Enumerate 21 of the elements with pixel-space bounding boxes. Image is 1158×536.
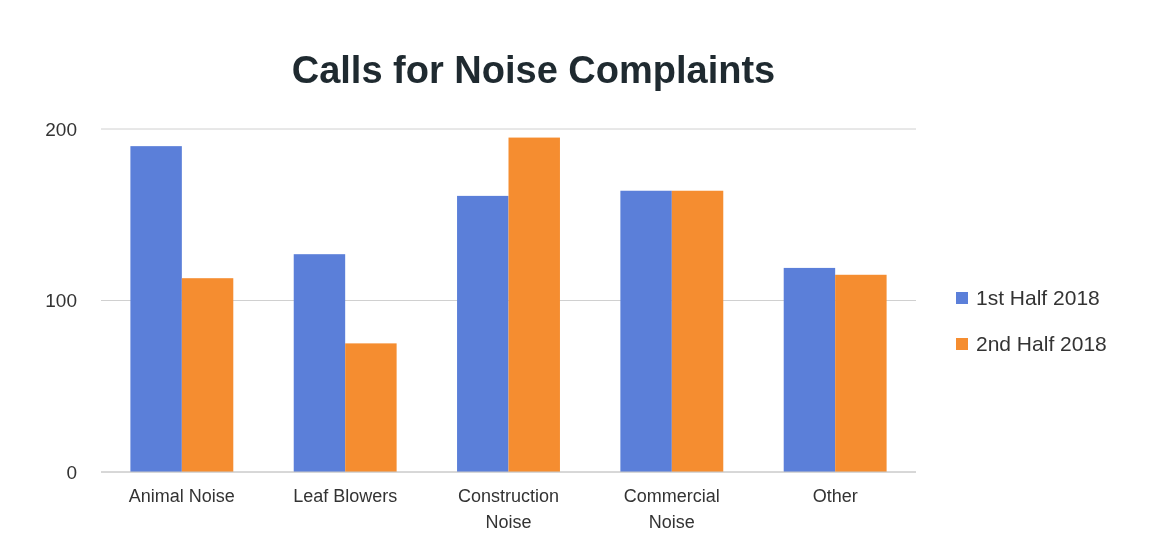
y-tick-label: 0	[66, 461, 77, 483]
bar	[508, 137, 560, 472]
legend-label: 2nd Half 2018	[976, 332, 1107, 356]
x-tick-label: Commercial Noise	[623, 486, 720, 532]
bar	[835, 274, 887, 472]
chart-title: Calls for Noise Complaints	[291, 49, 776, 91]
bar	[783, 267, 836, 472]
bar	[130, 146, 182, 472]
x-tick-label: Construction Noise	[457, 486, 560, 532]
x-tick-label: Leaf Blowers	[293, 486, 398, 506]
legend-label: 1st Half 2018	[976, 286, 1100, 310]
bar	[181, 278, 234, 472]
y-tick-label: 200	[45, 118, 77, 140]
x-tick-label: Other	[812, 486, 858, 506]
bar	[293, 254, 346, 472]
bar	[457, 195, 509, 472]
y-tick-label: 100	[45, 290, 77, 312]
bar	[345, 343, 397, 472]
bar	[620, 190, 672, 472]
x-tick-label: Animal Noise	[128, 486, 235, 506]
bar	[671, 190, 724, 472]
